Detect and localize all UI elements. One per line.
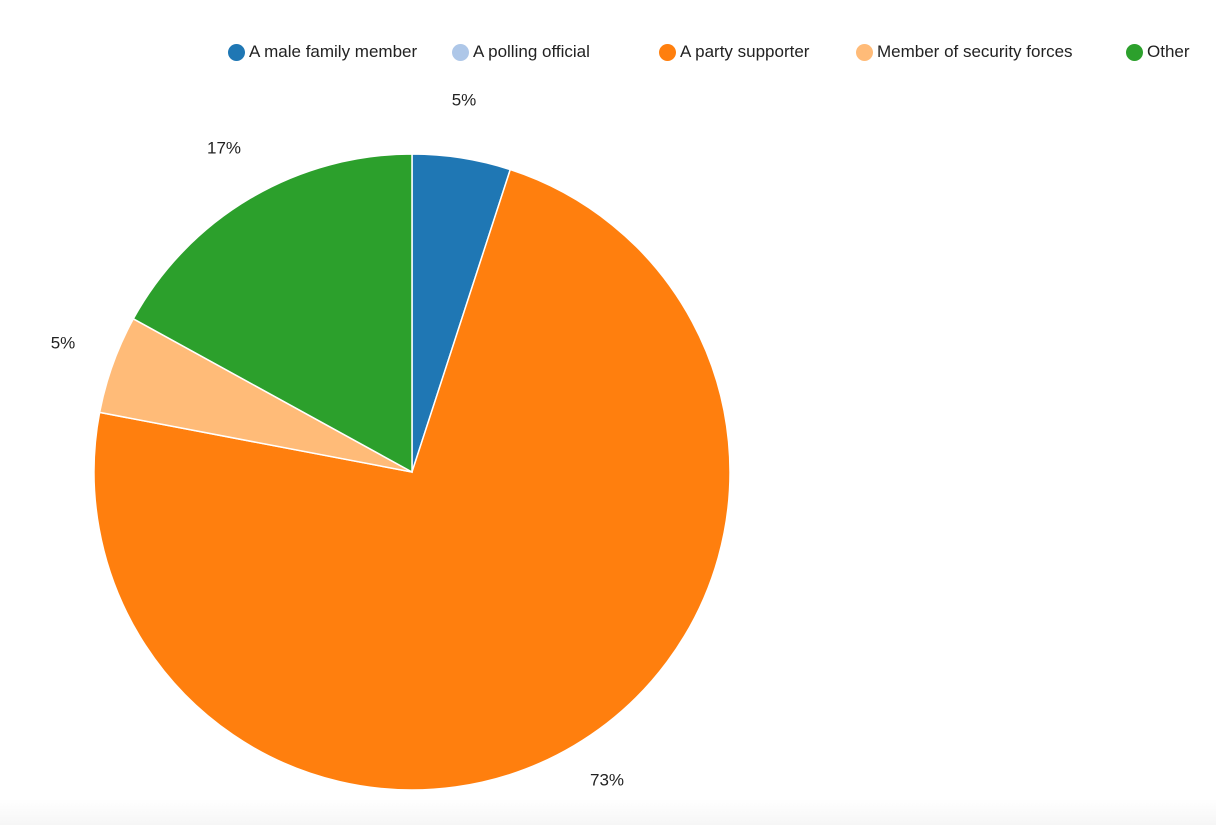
data-label-security-forces: 5% bbox=[51, 333, 76, 352]
legend-swatch-security-forces bbox=[856, 43, 873, 61]
legend-swatch-polling-official bbox=[452, 43, 469, 61]
legend-label-polling-official: A polling official bbox=[473, 42, 590, 61]
legend-item-male-family-member[interactable]: A male family member bbox=[228, 40, 417, 64]
legend-item-polling-official[interactable]: A polling official bbox=[452, 40, 590, 64]
pie-data-labels: 5% 73% 5% 17% bbox=[51, 90, 624, 789]
data-label-male-family-member: 5% bbox=[452, 90, 477, 109]
legend-item-security-forces[interactable]: Member of security forces bbox=[856, 40, 1073, 64]
legend-swatch-party-supporter bbox=[659, 43, 676, 61]
legend-swatch-other bbox=[1126, 43, 1143, 61]
data-label-other: 17% bbox=[207, 138, 241, 157]
legend-swatch-male-family-member bbox=[228, 43, 245, 61]
legend-label-other: Other bbox=[1147, 42, 1190, 61]
legend-item-other[interactable]: Other bbox=[1126, 40, 1190, 64]
legend-label-security-forces: Member of security forces bbox=[877, 42, 1073, 61]
legend-label-party-supporter: A party supporter bbox=[680, 42, 810, 61]
legend-item-party-supporter[interactable]: A party supporter bbox=[659, 40, 809, 64]
pie-slice-party-supporter[interactable] bbox=[93, 168, 731, 791]
data-label-party-supporter: 73% bbox=[590, 770, 624, 789]
bottom-edge-shading bbox=[0, 799, 1216, 825]
legend-label-male-family-member: A male family member bbox=[249, 42, 418, 61]
pie-slices bbox=[93, 153, 731, 791]
pie-slice-other[interactable] bbox=[132, 153, 413, 474]
